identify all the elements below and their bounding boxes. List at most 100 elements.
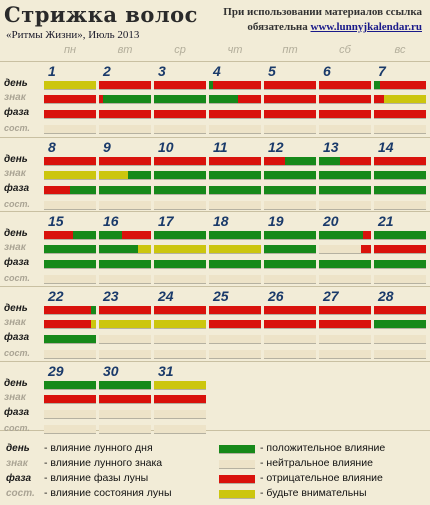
bar-faza-G [154,260,206,268]
site-link[interactable]: www.lunnyjkalendar.ru [310,21,422,33]
week-divider [0,286,430,287]
weekday-header: чт [227,44,243,56]
bar-sost-N [374,125,426,133]
bar-sost-N [319,125,371,133]
bar-faza-G [154,186,206,194]
bar-faza-R [44,186,70,194]
bar-znak-R [209,320,261,328]
bar-znak-R [361,245,371,253]
day-number: 18 [213,213,229,229]
bar-den-R [209,157,261,165]
bar-faza-G [209,186,261,194]
bar-den-R [99,81,151,89]
day-number: 22 [48,288,64,304]
bar-den-G [44,381,96,389]
bar-znak-G [374,320,426,328]
day-number: 15 [48,213,64,229]
day-number: 19 [268,213,284,229]
bar-den-Y [154,381,206,389]
day-number: 29 [48,363,64,379]
bar-sost-N [99,201,151,209]
page-subtitle: «Ритмы Жизни», Июль 2013 [6,29,140,41]
bar-sost-N [44,125,96,133]
copyright-note-prefix: обязательна [247,21,311,33]
bar-znak-R [154,395,206,403]
legend-label: знак [6,458,28,469]
row-label-den: день [4,228,28,239]
bar-faza-G [99,260,151,268]
bar-sost-N [209,350,261,358]
legend-text: - влияние лунного дня [44,442,153,454]
bar-faza-R [319,110,371,118]
bar-den-G [374,231,426,239]
bar-znak-G [103,95,151,103]
bar-znak-G [264,171,316,179]
bar-faza-N [99,410,151,418]
bar-znak-R [99,95,103,103]
bar-znak-Y [138,245,151,253]
bar-znak-R [319,320,371,328]
legend-label: день [6,443,30,454]
bar-faza-G [44,335,96,343]
week-divider [0,137,430,138]
bar-den-R [264,157,285,165]
bar-sost-N [374,201,426,209]
bar-sost-N [209,201,261,209]
bar-den-G [374,81,380,89]
bar-sost-N [99,125,151,133]
row-label-faza: фаза [4,332,30,343]
bar-den-R [44,231,73,239]
legend-color-text: - отрицательное влияние [260,472,383,484]
bar-znak-R [44,95,96,103]
bar-znak-R [374,245,426,253]
row-label-sost: сост. [4,273,30,283]
page-title: Стрижка волос [4,2,198,27]
bar-faza-R [264,110,316,118]
day-number: 7 [378,63,386,79]
bar-znak-G [264,245,316,253]
bar-faza-G [99,186,151,194]
legend-color-text: - будьте внимательны [260,487,367,499]
week-divider [0,361,430,362]
bar-faza-G [209,260,261,268]
bar-znak-R [264,320,316,328]
legend-color-text: - нейтральное влияние [260,457,373,469]
week-divider [0,430,430,431]
bar-den-R [374,157,426,165]
row-label-sost: сост. [4,123,30,133]
bar-znak-Y [99,320,151,328]
bar-sost-N [99,350,151,358]
bar-sost-N [264,125,316,133]
bar-znak-G [99,245,138,253]
bar-den-G [154,231,206,239]
bar-faza-N [319,335,371,343]
legend-text: - влияние фазы луны [44,472,149,484]
day-number: 23 [103,288,119,304]
day-number: 25 [213,288,229,304]
bar-den-R [99,157,151,165]
bar-den-G [99,231,122,239]
bar-faza-G [70,186,96,194]
bar-znak-R [44,395,96,403]
row-label-znak: знак [4,242,26,253]
bar-faza-G [374,260,426,268]
week-divider [0,211,430,212]
bar-sost-N [264,275,316,283]
legend-swatch [219,460,255,468]
bar-znak-G [209,171,261,179]
bar-den-R [213,81,261,89]
bar-den-R [264,81,316,89]
bar-den-R [44,306,91,314]
day-number: 30 [103,363,119,379]
bar-sost-N [99,275,151,283]
row-label-znak: знак [4,392,26,403]
bar-faza-R [154,110,206,118]
bar-den-R [363,231,371,239]
bar-sost-N [264,201,316,209]
bar-den-R [99,306,151,314]
row-label-faza: фаза [4,183,30,194]
row-label-den: день [4,78,28,89]
bar-sost-N [44,275,96,283]
day-number: 10 [158,139,174,155]
bar-sost-N [374,275,426,283]
